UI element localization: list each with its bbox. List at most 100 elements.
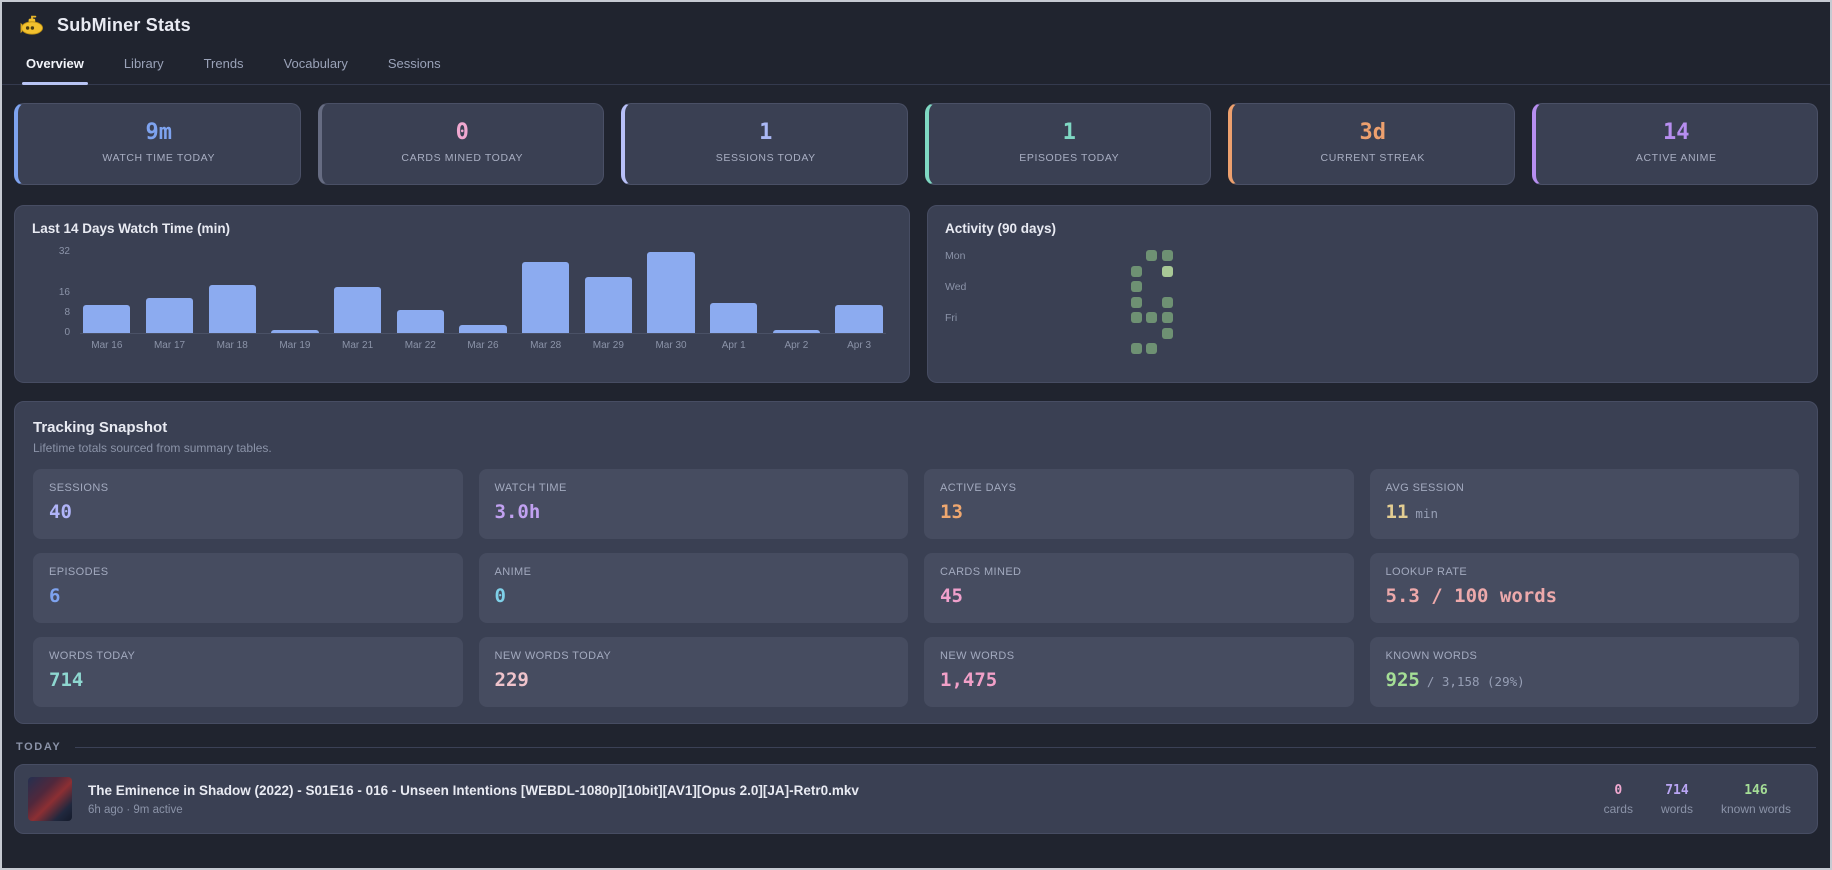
bar — [522, 262, 570, 333]
heatmap-cell — [1022, 250, 1033, 261]
heatmap-cell — [1115, 281, 1126, 292]
summary-card-label: WATCH TIME TODAY — [102, 152, 216, 164]
heatmap-cell — [1177, 328, 1188, 339]
bar-slot — [205, 252, 259, 333]
x-axis-label: Mar 19 — [279, 340, 311, 351]
bar-slot — [268, 252, 322, 333]
heatmap-cell — [1084, 343, 1095, 354]
y-axis-tick: 16 — [58, 286, 70, 298]
heatmap-cell — [1084, 312, 1095, 323]
day-label: Fri — [945, 312, 958, 324]
bar-slot — [393, 252, 447, 333]
snapshot-tile-value: 3.0h — [494, 501, 541, 523]
bar-slot — [770, 252, 824, 333]
episode-stat-value: 146 — [1744, 782, 1768, 798]
summary-card-value: 3d — [1359, 120, 1387, 145]
tab-sessions[interactable]: Sessions — [387, 56, 441, 71]
episode-stat-label: words — [1660, 801, 1693, 816]
snapshot-tile-label: EPISODES — [49, 566, 109, 578]
bar — [208, 284, 256, 333]
heatmap-cell — [1100, 328, 1111, 339]
charts-row: Last 14 Days Watch Time (min) 0 8 16 32 Mar… — [14, 205, 1818, 383]
episode-thumbnail — [28, 777, 72, 821]
snapshot-tile-value: 1,475 — [940, 669, 998, 691]
summary-card: 1 EPISODES TODAY — [924, 103, 1211, 185]
heatmap-cell — [1177, 312, 1188, 323]
episode-stat-value: 0 — [1614, 782, 1623, 798]
summary-card: 9m WATCH TIME TODAY — [14, 103, 301, 185]
snapshot-tile: SESSIONS 40 — [33, 469, 463, 539]
heatmap-cell — [1038, 328, 1049, 339]
heatmap-cell — [1084, 266, 1095, 277]
x-axis-label: Apr 3 — [847, 340, 872, 351]
x-axis-label: Mar 28 — [530, 340, 562, 351]
heatmap-cell — [1069, 312, 1080, 323]
bar — [835, 305, 883, 333]
today-episode-row[interactable]: The Eminence in Shadow (2022) - S01E16 -… — [14, 764, 1818, 834]
bar — [145, 297, 194, 333]
heatmap-cell — [1022, 266, 1033, 277]
snapshot-tile-value-row: 11 min — [1386, 501, 1784, 523]
snapshot-tile-value: 45 — [940, 585, 963, 607]
heatmap-cell — [991, 281, 1002, 292]
bar-slot — [707, 252, 761, 333]
heatmap-cell — [1146, 266, 1157, 277]
submarine-icon — [20, 15, 44, 36]
tab-overview[interactable]: Overview — [22, 46, 88, 85]
page-title: SubMiner Stats — [57, 15, 191, 35]
episode-stat: 714 words — [1661, 783, 1693, 816]
heatmap-cell — [1007, 312, 1018, 323]
bar — [459, 325, 507, 333]
heatmap-cell — [1115, 297, 1126, 308]
snapshot-tile-value-row: 40 — [49, 501, 447, 523]
heatmap-cell — [1084, 328, 1095, 339]
heatmap-cell — [1131, 250, 1142, 261]
bar — [396, 310, 444, 333]
heatmap-cell — [1146, 297, 1157, 308]
heatmap-cell — [1038, 297, 1049, 308]
summary-card: 3d CURRENT STREAK — [1228, 103, 1515, 185]
heatmap-cell — [1161, 296, 1173, 308]
tab-library[interactable]: Library — [123, 56, 164, 71]
today-section-header: TODAY — [14, 741, 1818, 753]
heatmap-cell — [1130, 312, 1142, 323]
heatmap-cell — [1146, 312, 1157, 323]
watch-time-chart-card: Last 14 Days Watch Time (min) 0 8 16 32 Mar… — [14, 205, 910, 383]
heatmap-cell — [1038, 281, 1049, 292]
heatmap-cell — [1115, 250, 1126, 261]
activity-title: Activity (90 days) — [945, 221, 1057, 236]
heatmap-cell — [1069, 297, 1080, 308]
snapshot-title: Tracking Snapshot — [33, 419, 168, 436]
heatmap-cell — [1115, 343, 1126, 354]
snapshot-tile: WORDS TODAY 714 — [33, 637, 463, 707]
heatmap-cell — [1053, 328, 1064, 339]
summary-card-label: ACTIVE ANIME — [1635, 152, 1717, 164]
heatmap-cell — [1130, 281, 1142, 292]
heatmap-cell — [1115, 266, 1126, 277]
summary-card-value: 14 — [1663, 120, 1690, 145]
tabbar: Overview Library Trends Vocabulary Sessions — [2, 46, 1830, 85]
heatmap-cell — [1038, 266, 1049, 277]
activity-card: Activity (90 days) Mon Wed Fri — [927, 205, 1818, 383]
summary-cards-row: 9m WATCH TIME TODAY 0 CARDS MINED TODAY 1 SES… — [14, 103, 1818, 185]
heatmap-cell — [1007, 281, 1018, 292]
heatmap-cell — [1007, 266, 1018, 277]
snapshot-tile-value: 40 — [49, 501, 72, 523]
summary-card-value: 0 — [455, 120, 469, 145]
snapshot-tile-value-row: 5.3 / 100 words — [1386, 585, 1784, 607]
snapshot-tile: NEW WORDS TODAY 229 — [478, 637, 908, 707]
heatmap-cell — [991, 266, 1002, 277]
tab-vocabulary[interactable]: Vocabulary — [283, 56, 348, 71]
day-label: Wed — [945, 281, 967, 293]
tab-trends[interactable]: Trends — [203, 56, 244, 71]
heatmap-cell — [1115, 328, 1126, 339]
summary-card-value: 9m — [145, 120, 173, 145]
episode-stat-label: cards — [1603, 801, 1633, 816]
snapshot-tile: ACTIVE DAYS 13 — [924, 469, 1354, 539]
heatmap-cell — [1146, 250, 1157, 261]
snapshot-tile-label: ACTIVE DAYS — [940, 482, 1017, 494]
heatmap-cell — [1100, 266, 1111, 277]
bar — [772, 330, 821, 333]
snapshot-tile-value: 13 — [940, 501, 963, 523]
heatmap-cell — [1100, 312, 1111, 323]
